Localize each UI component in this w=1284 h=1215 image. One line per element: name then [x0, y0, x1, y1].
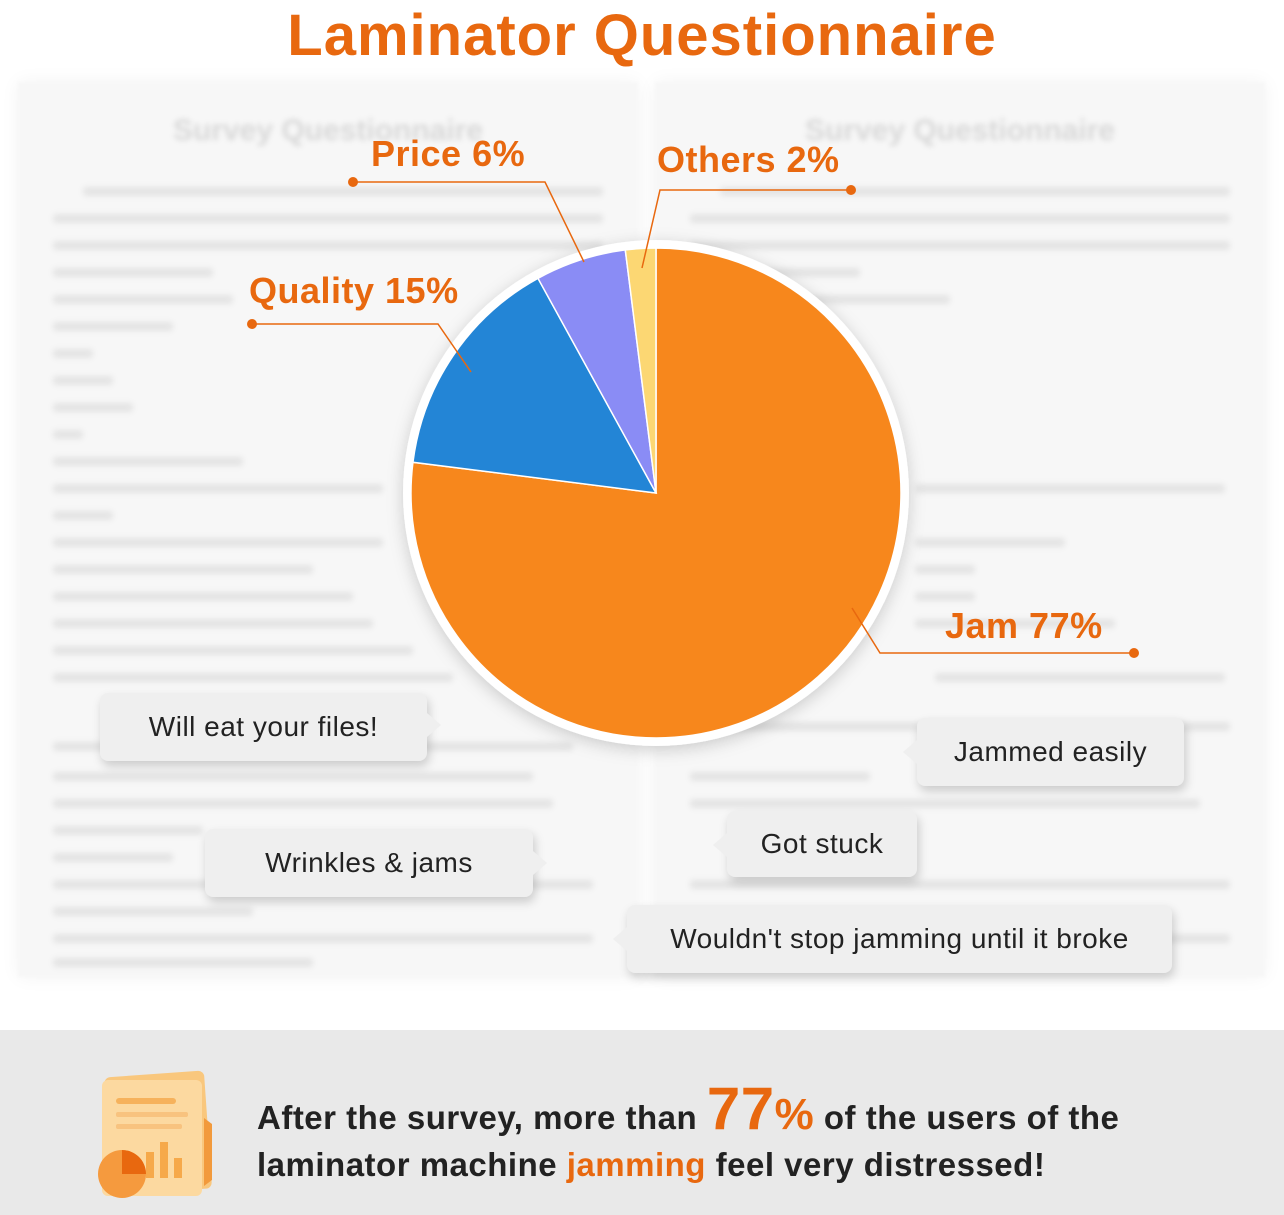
- blurred-text-line: [53, 403, 133, 412]
- blurred-text-line: [690, 241, 1230, 250]
- background-sheet-title: Survey Questionnaire: [804, 114, 1116, 147]
- blurred-text-line: [53, 322, 173, 331]
- blurred-text-line: [915, 565, 975, 574]
- slice-label-quality: Quality 15%: [249, 270, 459, 311]
- blurred-text-line: [53, 349, 93, 358]
- blurred-text-line: [690, 772, 870, 781]
- leader-dot-others: [846, 185, 856, 195]
- bubble-tail: [613, 927, 627, 951]
- blurred-text-line: [53, 826, 203, 835]
- blurred-text-line: [53, 538, 383, 547]
- blurred-text-line: [720, 187, 1230, 196]
- footer-highlight: jamming: [566, 1146, 706, 1183]
- blurred-text-line: [53, 646, 413, 655]
- comment-text: Got stuck: [760, 828, 884, 859]
- leader-dot-price: [348, 177, 358, 187]
- blurred-text-line: [53, 565, 313, 574]
- blurred-text-line: [53, 376, 113, 385]
- blurred-text-line: [53, 241, 603, 250]
- comment-text: Wouldn't stop jamming until it broke: [670, 923, 1129, 954]
- blurred-text-line: [53, 268, 213, 277]
- leader-dot-quality: [247, 319, 257, 329]
- blurred-text-line: [690, 880, 1230, 889]
- footer-number: 77: [706, 1075, 775, 1142]
- blurred-text-line: [690, 799, 1200, 808]
- comment-bubble: Jammed easily: [903, 718, 1184, 786]
- blurred-text-line: [83, 187, 603, 196]
- blurred-text-line: [53, 457, 243, 466]
- blurred-text-line: [53, 799, 553, 808]
- bubble-tail: [533, 851, 547, 875]
- comment-text: Will eat your files!: [148, 711, 379, 742]
- pie-slice-quality: [412, 277, 658, 494]
- pie-chart: [247, 177, 1139, 746]
- leader-line-quality: [252, 323, 472, 373]
- bubble-tail: [427, 713, 441, 737]
- blurred-text-line: [53, 295, 233, 304]
- comment-bubble: Wrinkles & jams: [205, 829, 547, 897]
- footer-percent: %: [774, 1090, 815, 1139]
- blurred-text-line: [915, 538, 1065, 547]
- leader-line-others: [641, 189, 851, 269]
- slice-label-others: Others 2%: [657, 139, 840, 180]
- blurred-text-line: [53, 958, 313, 967]
- blurred-text-line: [53, 619, 373, 628]
- document-chart-icon: [98, 1070, 212, 1198]
- blurred-text-line: [935, 673, 1225, 682]
- footer-text-part1: After the survey, more than: [257, 1099, 707, 1136]
- footer-banner: After the survey, more than 77% of the u…: [0, 1030, 1284, 1215]
- bubble-tail: [713, 833, 727, 857]
- comment-text: Jammed easily: [953, 736, 1148, 767]
- footer-text-part3: feel very distressed!: [705, 1146, 1046, 1183]
- leader-lines: [252, 181, 1134, 654]
- blurred-text-line: [915, 619, 1115, 628]
- comment-bubble: Wouldn't stop jamming until it broke: [613, 905, 1172, 973]
- slice-label-jam: Jam 77%: [945, 605, 1103, 646]
- blurred-text-line: [53, 934, 593, 943]
- blurred-text-line: [690, 214, 1230, 223]
- footer-text-part2: of the users of the laminator machine: [257, 1099, 1120, 1183]
- blurred-text-line: [53, 592, 353, 601]
- blurred-text-line: [53, 484, 383, 493]
- blurred-text-line: [53, 853, 173, 862]
- blurred-text-line: [915, 484, 1225, 493]
- blurred-text-line: [915, 592, 975, 601]
- footer-summary: After the survey, more than 77% of the u…: [257, 1079, 1257, 1188]
- leader-dot-jam: [1129, 648, 1139, 658]
- comment-bubble: Got stuck: [713, 811, 917, 877]
- blurred-text-line: [53, 673, 453, 682]
- leader-line-price: [353, 181, 585, 263]
- blurred-text-line: [53, 430, 83, 439]
- page-title: Laminator Questionnaire: [287, 3, 997, 68]
- slice-label-price: Price 6%: [371, 133, 526, 174]
- blurred-text-line: [690, 295, 950, 304]
- blurred-text-line: [53, 907, 253, 916]
- leader-line-jam: [851, 607, 1134, 654]
- blurred-text-line: [53, 214, 603, 223]
- comment-text: Wrinkles & jams: [265, 847, 473, 878]
- background-sheet-title: Survey Questionnaire: [172, 114, 484, 147]
- pie-slice-others: [624, 247, 657, 494]
- blurred-text-line: [53, 511, 113, 520]
- blurred-text-line: [53, 772, 533, 781]
- comment-bubble: Will eat your files!: [100, 693, 441, 761]
- bubble-tail: [903, 740, 917, 764]
